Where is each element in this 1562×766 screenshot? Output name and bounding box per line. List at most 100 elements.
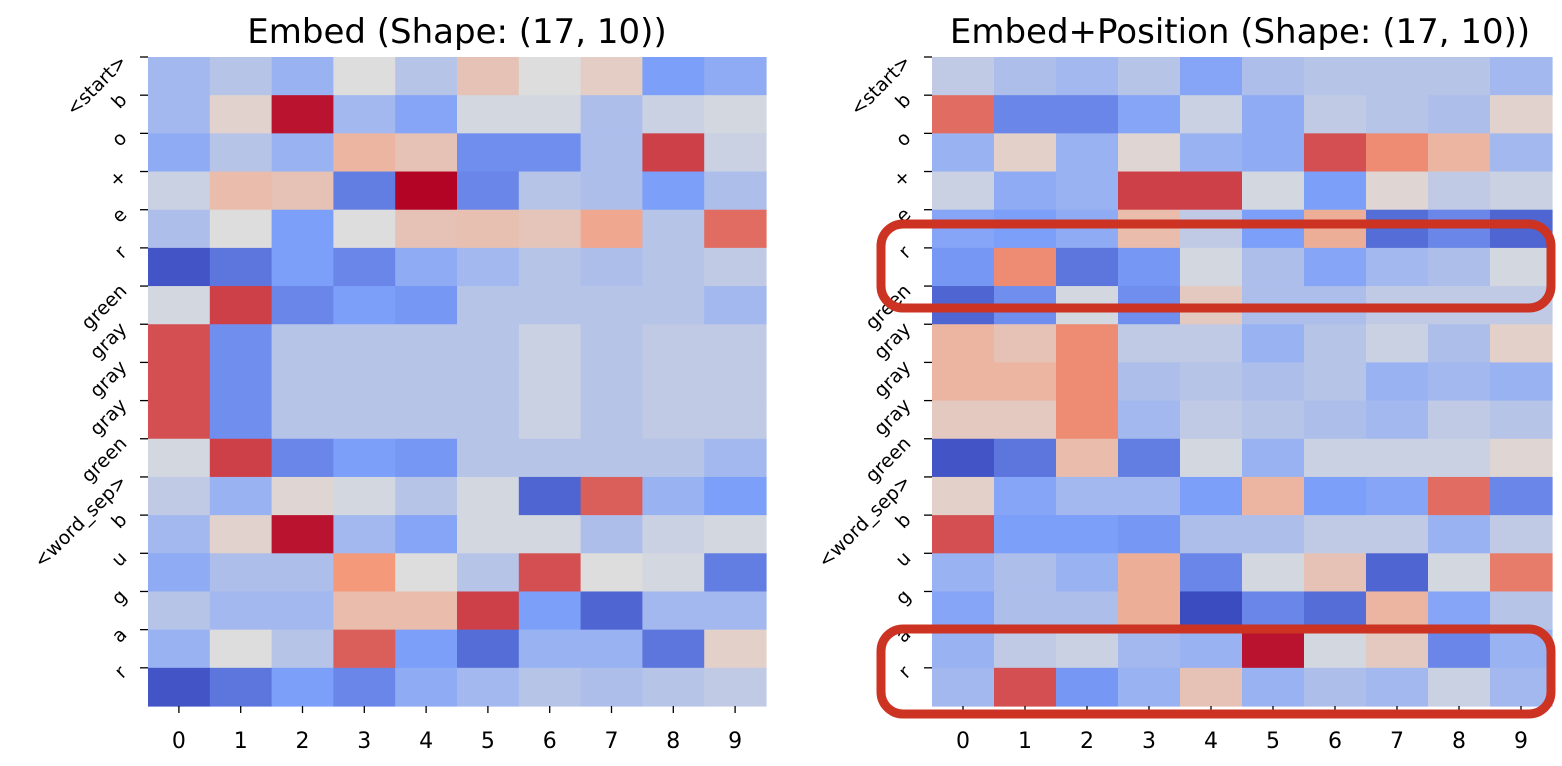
embed-heatmap-x-axis: 0 1 2 3 4 5 6 7 8 9 <box>172 706 742 754</box>
heatmap-cell <box>148 247 211 287</box>
y-tick-label: b <box>891 509 915 533</box>
x-tick-label: 9 <box>1514 729 1528 754</box>
heatmap-cell <box>1242 591 1305 631</box>
heatmap-cell <box>1428 400 1491 440</box>
heatmap-cell <box>1242 57 1305 96</box>
heatmap-cell <box>457 591 520 631</box>
heatmap-cell <box>518 247 582 287</box>
heatmap-cell <box>395 171 458 211</box>
heatmap-cell <box>148 476 211 516</box>
heatmap-cell <box>1428 553 1491 593</box>
heatmap-cell <box>209 591 273 631</box>
heatmap-cell <box>580 629 643 669</box>
heatmap-cell <box>518 629 582 669</box>
heatmap-cell <box>1428 95 1491 134</box>
heatmap-cell <box>1304 57 1367 96</box>
heatmap-cell <box>1056 515 1119 554</box>
embed-position-heatmap: Embed+Position (Shape: (17, 10)) 0 1 2 3 4 5 6… <box>814 12 1553 754</box>
heatmap-cell <box>1428 324 1491 364</box>
heatmap-cell <box>1428 57 1491 96</box>
heatmap-cell <box>580 476 643 516</box>
heatmap-cell <box>457 400 520 440</box>
heatmap-cell <box>1366 209 1429 249</box>
heatmap-cell <box>580 324 643 364</box>
x-tick-label: 9 <box>728 729 742 754</box>
heatmap-cell <box>580 591 643 631</box>
highlight-box-rows-a-r <box>876 624 1556 719</box>
heatmap-cell <box>395 133 458 173</box>
heatmap-cell <box>994 133 1057 173</box>
heatmap-cell <box>271 667 334 707</box>
heatmap-cell <box>271 95 334 134</box>
heatmap-cell <box>704 95 767 134</box>
heatmap-cell <box>1180 591 1243 631</box>
heatmap-cell <box>994 324 1057 364</box>
heatmap-cell <box>642 362 705 402</box>
heatmap-cell <box>209 400 273 440</box>
heatmap-cell <box>994 171 1057 211</box>
heatmap-cell <box>1490 247 1553 287</box>
y-tick-label: gray <box>86 356 132 402</box>
heatmap-cell <box>395 324 458 364</box>
heatmap-cell <box>1056 133 1119 173</box>
heatmap-cell <box>1056 591 1119 631</box>
heatmap-cell <box>1180 438 1243 478</box>
heatmap-cell <box>148 553 211 593</box>
heatmap-cell <box>1056 247 1119 287</box>
heatmap-cell <box>932 515 995 554</box>
heatmap-cell <box>1242 209 1305 249</box>
heatmap-cell <box>1366 400 1429 440</box>
heatmap-cell <box>333 324 396 364</box>
heatmap-cell <box>642 209 705 249</box>
heatmap-cell <box>271 209 334 249</box>
heatmap-cell <box>395 591 458 631</box>
heatmap-cell <box>1180 171 1243 211</box>
heatmap-cell <box>1180 362 1243 402</box>
heatmap-cell <box>642 515 705 554</box>
heatmap-cell <box>1490 95 1553 134</box>
heatmap-cell <box>642 438 705 478</box>
heatmap-cell <box>1118 667 1181 707</box>
heatmap-cell <box>209 95 273 134</box>
heatmap-cell <box>932 400 995 440</box>
heatmap-cell <box>395 400 458 440</box>
x-tick-label: 1 <box>234 729 248 754</box>
heatmap-cell <box>271 476 334 516</box>
x-tick-label: 8 <box>1452 729 1466 754</box>
heatmap-cell <box>1118 362 1181 402</box>
heatmap-cell <box>1118 57 1181 96</box>
heatmap-cell <box>457 209 520 249</box>
heatmap-cell <box>457 438 520 478</box>
heatmap-cell <box>1118 629 1181 669</box>
heatmap-cell <box>333 133 396 173</box>
heatmap-cell <box>932 438 995 478</box>
heatmap-cell <box>932 553 995 593</box>
heatmap-cell <box>1180 247 1243 287</box>
heatmap-cell <box>457 95 520 134</box>
heatmap-cell <box>1242 515 1305 554</box>
heatmap-cell <box>1056 667 1119 707</box>
heatmap-cell <box>932 591 995 631</box>
heatmap-cell <box>1304 476 1367 516</box>
heatmap-cell <box>1118 400 1181 440</box>
heatmap-cell <box>1304 629 1367 669</box>
heatmap-cell <box>209 553 273 593</box>
y-tick-label: b <box>107 89 131 113</box>
heatmap-cell <box>1304 667 1367 707</box>
heatmap-cell <box>395 57 458 96</box>
heatmap-cell <box>1490 476 1553 516</box>
heatmap-cell <box>148 629 211 669</box>
heatmap-cell <box>1304 515 1367 554</box>
heatmap-cell <box>1180 57 1243 96</box>
heatmap-cell <box>1428 171 1491 211</box>
heatmap-cell <box>457 133 520 173</box>
heatmap-cell <box>1428 133 1491 173</box>
heatmap-cell <box>148 57 211 96</box>
y-tick-label: o <box>108 127 132 151</box>
x-tick-label: 6 <box>1328 729 1342 754</box>
x-tick-label: 3 <box>1142 729 1156 754</box>
heatmap-cell <box>209 133 273 173</box>
heatmap-cell <box>1304 438 1367 478</box>
heatmap-cell <box>932 95 995 134</box>
heatmap-cell <box>704 438 767 478</box>
